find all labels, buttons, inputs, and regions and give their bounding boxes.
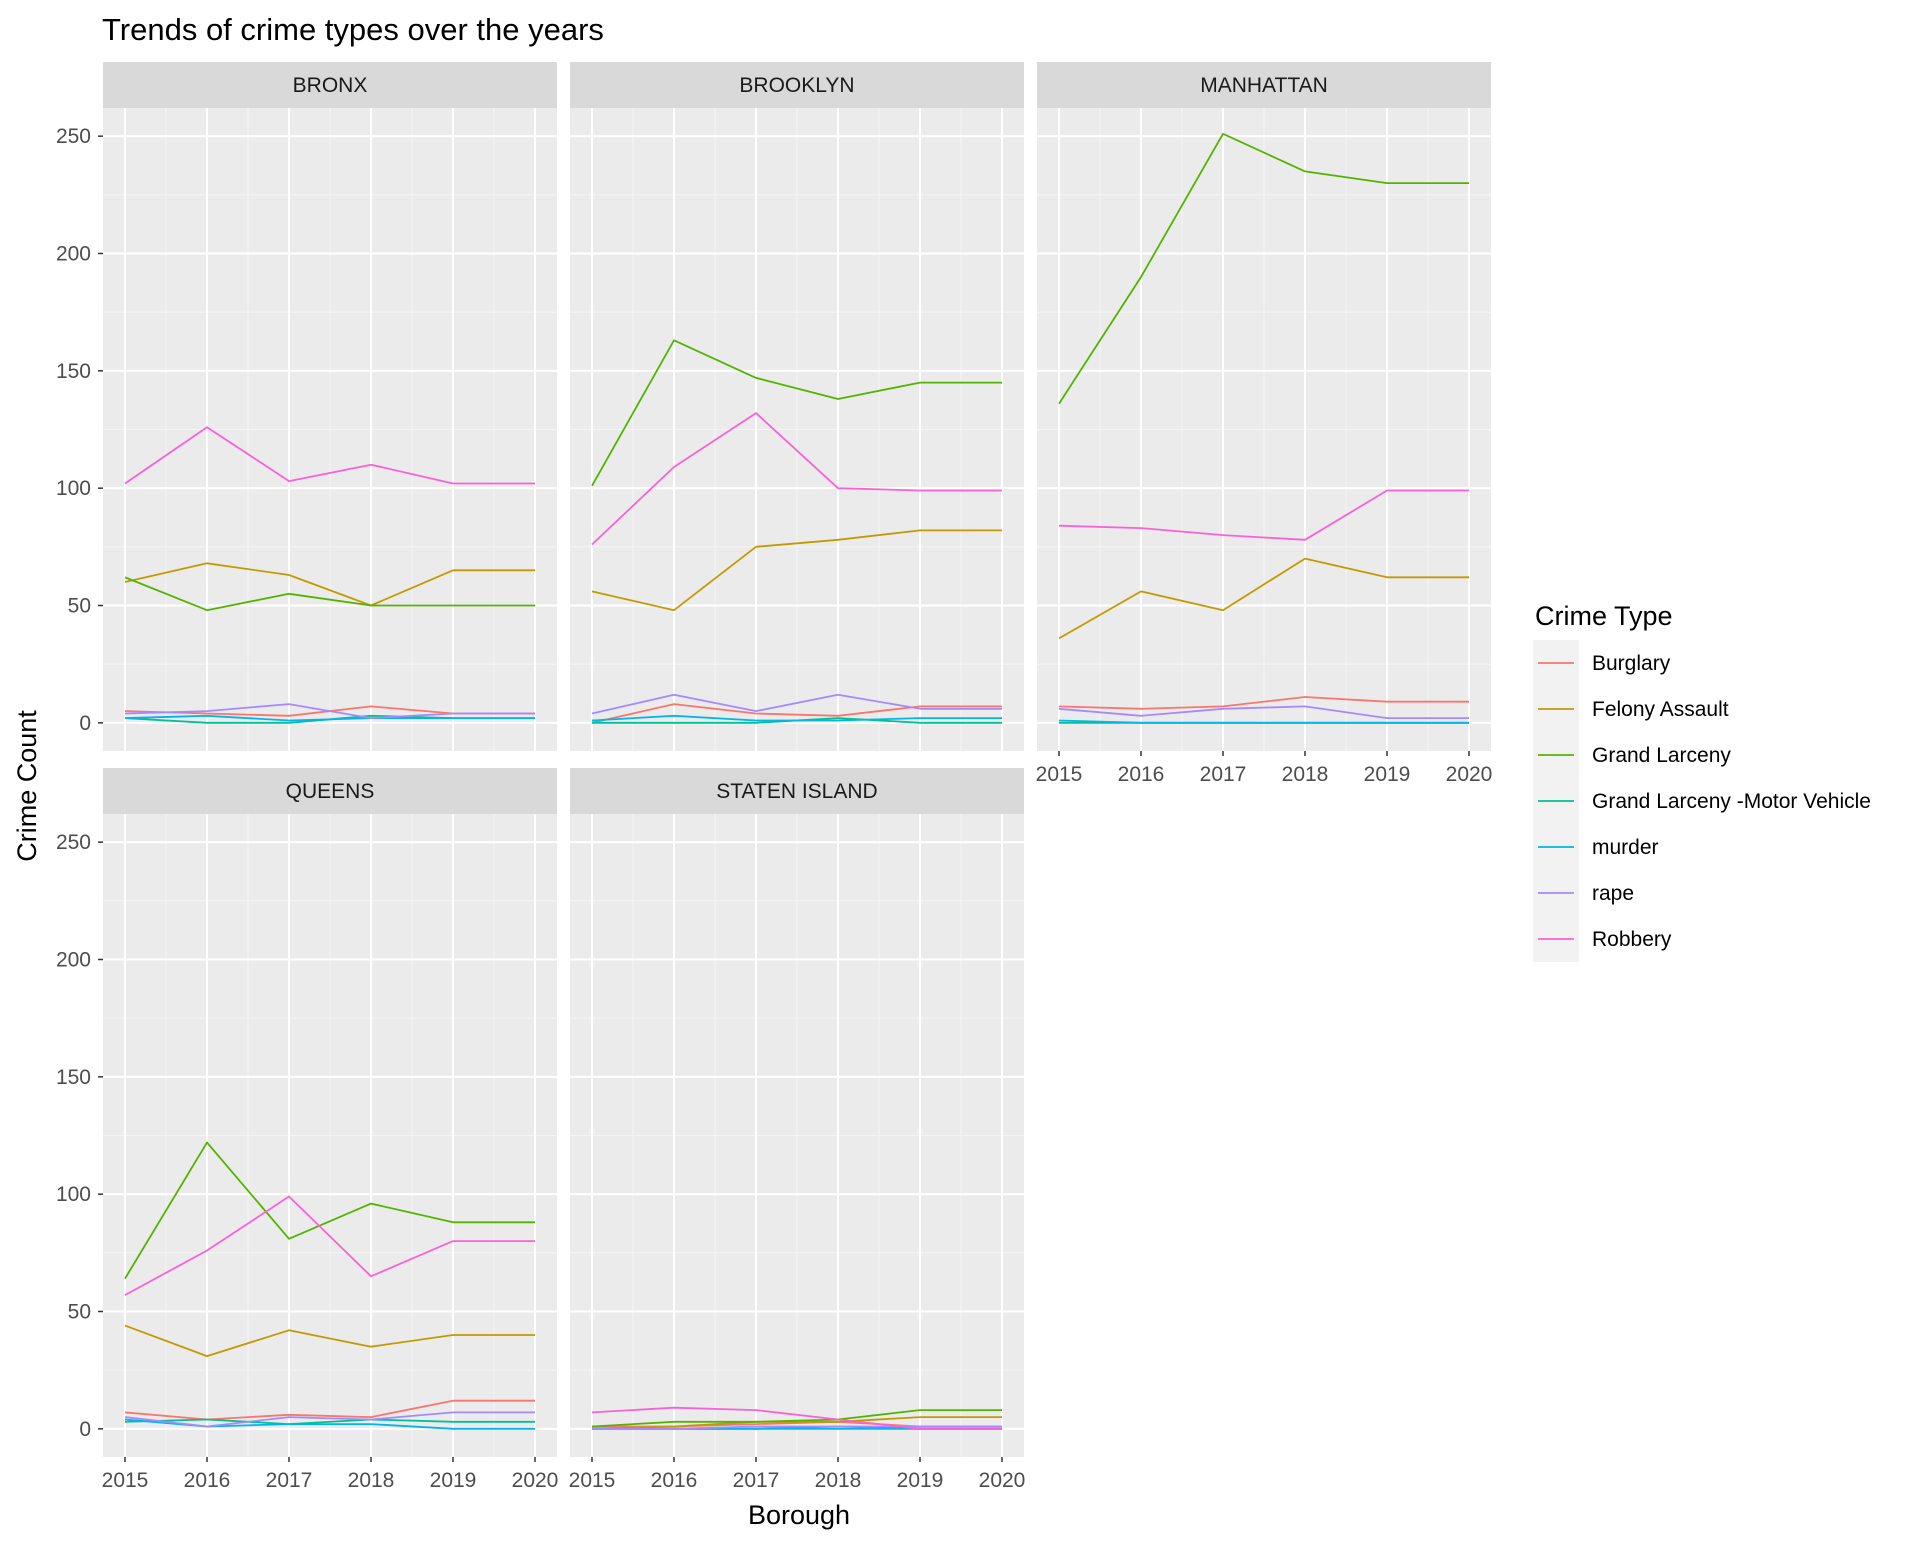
x-tick-label: 2018 [1282,763,1329,786]
panel-manhattan: MANHATTAN 2015 2016 2017 2018 2019 2020 [1036,62,1493,786]
y-tick-label: 250 [56,831,91,854]
series-line-murder-brooklyn [591,714,1002,722]
series-line-grand-larceny-manhattan [1058,132,1469,405]
series-line-grand-larceny-queens [124,1141,535,1280]
x-tick-label: 2020 [979,1469,1026,1492]
strip-manhattan [1037,62,1491,108]
x-tick-label: 2015 [569,1469,616,1492]
x-tick-label: 2017 [733,1469,780,1492]
series-line-felony-assault-manhattan [1058,557,1469,640]
y-axis-title: Crime Count [12,710,42,862]
y-tick-label: 100 [56,477,91,500]
series-line-grand-larceny-brooklyn [591,339,1002,487]
series-line-grand-larceny-staten-island [591,1409,1002,1428]
x-tick-label: 2015 [102,1469,149,1492]
legend-item-burglary: Burglary [1533,640,1671,686]
legend-item-grand-larceny: Grand Larceny [1533,732,1731,778]
x-axis-title: Borough [748,1500,850,1530]
x-tick-label: 2015 [1036,763,1083,786]
series-line-robbery-manhattan [1058,489,1469,541]
series-line-felony-assault-brooklyn [591,529,1002,612]
plot-title: Trends of crime types over the years [102,12,604,47]
legend-item-robbery: Robbery [1533,916,1672,962]
series-line-felony-assault-queens [124,1324,535,1357]
series-line-murder-bronx [124,714,535,722]
strip-label-queens: QUEENS [286,780,375,803]
x-tick-label: 2016 [184,1469,231,1492]
legend: Crime Type Burglary Felony Assault Grand L… [1533,601,1871,962]
legend-label-grand-larceny: Grand Larceny [1592,744,1731,767]
series-line-rape-queens [124,1411,535,1428]
series-line-grand-larceny-motor-vehicle-queens [124,1418,535,1425]
legend-item-felony-assault: Felony Assault [1533,686,1729,732]
series-line-robbery-bronx [124,426,535,485]
y-tick-label: 200 [56,948,91,971]
series-line-burglary-brooklyn [591,703,1002,724]
series-line-rape-brooklyn [591,693,1002,715]
x-tick-label: 2019 [897,1469,944,1492]
y-tick-label: 150 [56,1066,91,1089]
x-tick-label: 2016 [651,1469,698,1492]
series-line-rape-staten-island [592,1425,1002,1430]
series-line-rape-bronx [124,703,535,719]
legend-item-grand-larceny-motor-vehicle: Grand Larceny -Motor Vehicle [1533,778,1871,824]
panel-staten-island: STATEN ISLAND 2015 2016 2017 2018 2019 2020 [569,768,1026,1492]
y-tick-label: 100 [56,1183,91,1206]
legend-title: Crime Type [1535,601,1673,631]
y-tick-label: 0 [79,712,91,735]
strip-label-manhattan: MANHATTAN [1200,74,1328,97]
x-tick-label: 2019 [430,1469,477,1492]
legend-label-rape: rape [1592,882,1634,905]
legend-label-burglary: Burglary [1592,652,1671,675]
y-tick-label: 50 [68,595,91,618]
strip-label-bronx: BRONX [293,74,368,97]
panel-bronx: BRONX 0 50 100 150 200 250 [56,62,557,751]
facet-panels: BRONX 0 50 100 150 200 250 BROOKLYN MANHATTAN 201… [56,62,1492,1492]
strip-staten-island [570,768,1024,814]
legend-label-murder: murder [1592,836,1659,859]
y-tick-label: 150 [56,360,91,383]
series-line-robbery-staten-island [591,1406,1002,1430]
legend-label-felony-assault: Felony Assault [1592,698,1729,721]
x-tick-label: 2018 [348,1469,395,1492]
x-tick-label: 2020 [512,1469,559,1492]
strip-label-staten-island: STATEN ISLAND [716,780,877,803]
strip-queens [103,768,557,814]
y-tick-label: 50 [68,1301,91,1324]
panel-queens: QUEENS 0 50 100 150 200 250 2015 2016 2017 2018 201… [56,768,558,1492]
series-line-rape-manhattan [1058,705,1469,719]
y-tick-label: 0 [79,1418,91,1441]
series-line-burglary-manhattan [1058,696,1469,710]
series-line-felony-assault-bronx [124,562,535,607]
series-line-grand-larceny-bronx [124,576,535,612]
y-tick-label: 200 [56,242,91,265]
strip-bronx [103,62,557,108]
panel-brooklyn: BROOKLYN [570,62,1024,751]
legend-label-grand-larceny-motor-vehicle: Grand Larceny -Motor Vehicle [1592,790,1871,813]
x-tick-label: 2019 [1364,763,1411,786]
strip-brooklyn [570,62,1024,108]
y-tick-label: 250 [56,125,91,148]
x-tick-label: 2017 [1200,763,1247,786]
series-line-burglary-queens [124,1399,535,1421]
strip-label-brooklyn: BROOKLYN [739,74,854,97]
series-line-murder-manhattan [1058,719,1469,724]
legend-item-rape: rape [1533,870,1634,916]
series-line-robbery-brooklyn [591,412,1002,546]
x-tick-label: 2020 [1446,763,1493,786]
legend-label-robbery: Robbery [1592,928,1672,951]
legend-item-murder: murder [1533,824,1659,870]
x-tick-label: 2018 [815,1469,862,1492]
x-tick-label: 2016 [1118,763,1165,786]
series-line-robbery-queens [124,1195,535,1296]
x-tick-label: 2017 [266,1469,313,1492]
series-line-felony-assault-staten-island [591,1416,1002,1430]
